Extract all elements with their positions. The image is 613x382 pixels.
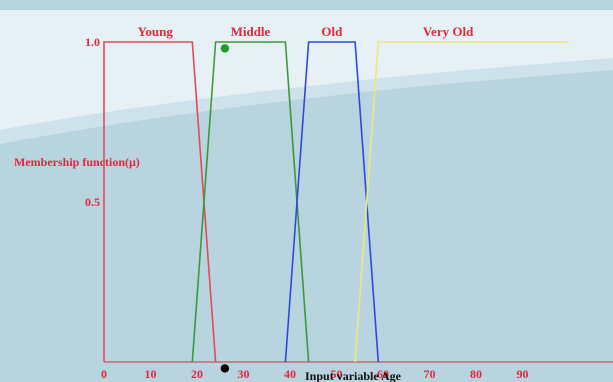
x-tick-0: 0 bbox=[101, 367, 107, 381]
series-labels: Young Middle Old Very Old bbox=[137, 24, 474, 39]
x-tick-90: 90 bbox=[517, 367, 529, 381]
series-label-young: Young bbox=[137, 24, 173, 39]
x-axis-label: Input variable Age bbox=[305, 369, 402, 382]
x-tick-60: 60 bbox=[377, 367, 389, 381]
marker-dot-1 bbox=[220, 44, 230, 53]
series-label-very-old: Very Old bbox=[423, 24, 474, 39]
series-line-old bbox=[284, 41, 380, 363]
marker-dot-2 bbox=[220, 364, 230, 373]
x-ticks: 0 10 20 30 40 50 60 70 80 90 bbox=[101, 367, 529, 381]
series-label-middle: Middle bbox=[231, 24, 271, 39]
y-axis-label: Membership function(μ) bbox=[14, 155, 140, 169]
series-label-old: Old bbox=[321, 24, 343, 39]
x-tick-30: 30 bbox=[238, 367, 250, 381]
x-tick-80: 80 bbox=[470, 367, 482, 381]
x-tick-70: 70 bbox=[424, 367, 436, 381]
series-line-middle bbox=[191, 41, 310, 363]
x-tick-50: 50 bbox=[331, 367, 343, 381]
y-ticks: 0.5 1.0 bbox=[85, 35, 100, 209]
series-group bbox=[103, 41, 569, 363]
series-line-very-old bbox=[354, 41, 569, 363]
x-tick-20: 20 bbox=[191, 367, 203, 381]
y-tick-0.5: 0.5 bbox=[85, 195, 100, 209]
x-tick-40: 40 bbox=[284, 367, 296, 381]
y-tick-1.0: 1.0 bbox=[85, 35, 100, 49]
markers-group bbox=[220, 44, 230, 373]
series-line-young bbox=[103, 41, 217, 363]
x-tick-10: 10 bbox=[145, 367, 157, 381]
